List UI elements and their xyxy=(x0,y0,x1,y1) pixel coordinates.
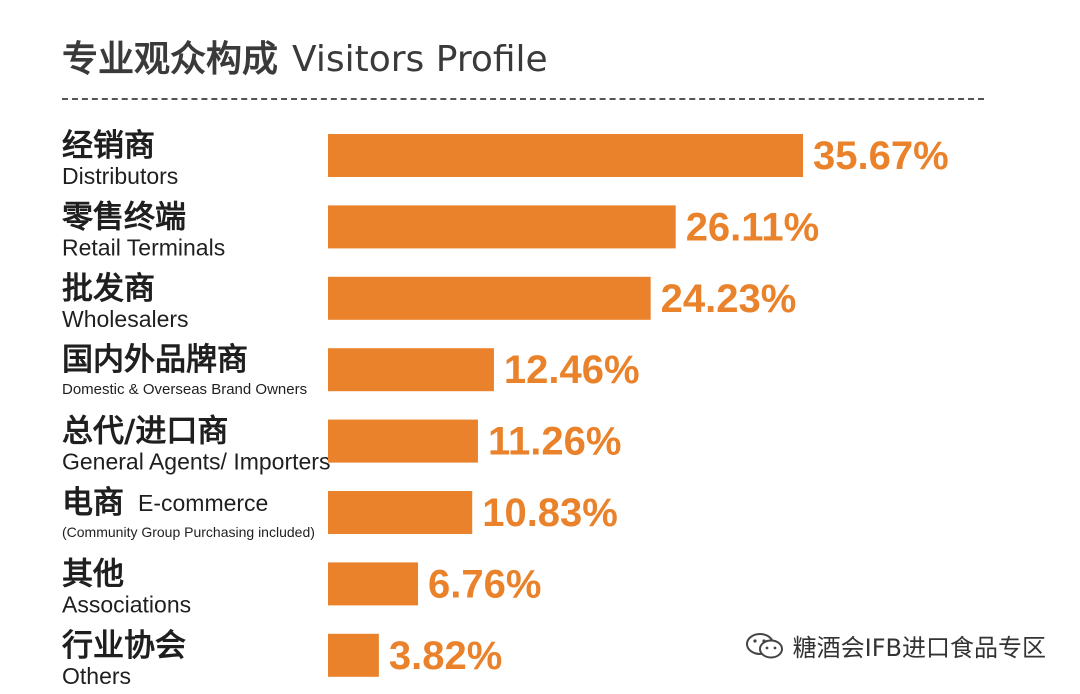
category-label-en: Wholesalers xyxy=(62,306,189,332)
watermark-text: 糖酒会IFB进口食品专区 xyxy=(792,634,1046,662)
bar xyxy=(328,348,494,392)
watermark: 糖酒会IFB进口食品专区 xyxy=(745,628,1046,663)
category-label-note: (Community Group Purchasing included) xyxy=(62,524,315,540)
bar xyxy=(328,633,379,677)
bar xyxy=(328,205,676,249)
bar xyxy=(328,491,473,534)
category-label-en: Distributors xyxy=(62,163,178,189)
category-label-cn: 批发商 xyxy=(62,271,155,307)
bar-value-label: 26.11% xyxy=(686,205,819,249)
category-label-en: Others xyxy=(62,663,131,689)
category-label-en: Domestic & Overseas Brand Owners xyxy=(62,381,307,398)
chart-title-en: Visitors Profile xyxy=(292,39,548,80)
bar xyxy=(328,134,803,177)
bar-value-label: 35.67% xyxy=(813,134,949,178)
category-label-cn: 零售终端 xyxy=(62,199,186,235)
category-label-cn: 经销商 xyxy=(62,128,155,164)
chart-title: 专业观众构成 Visitors Profile xyxy=(62,30,548,82)
category-label-cn: 行业协会 xyxy=(61,628,186,664)
bar xyxy=(328,276,651,320)
category-label-en: Retail Terminals xyxy=(62,234,225,260)
bar-value-label: 3.82% xyxy=(389,634,502,678)
bar-value-label: 11.26% xyxy=(488,420,621,464)
category-label-cn: 总代/进口商 xyxy=(62,414,228,450)
category-label-en: E-commerce xyxy=(138,490,268,516)
category-label-en: General Agents/ Importers xyxy=(62,449,330,475)
category-label-cn: 电商 xyxy=(62,485,124,521)
title-divider xyxy=(62,98,984,100)
category-label-cn: 其他 xyxy=(62,556,124,592)
bar-value-label: 12.46% xyxy=(504,348,640,392)
bar-value-label: 10.83% xyxy=(482,491,618,535)
bar xyxy=(328,562,419,606)
wechat-icon xyxy=(745,632,783,658)
bar-value-label: 6.76% xyxy=(428,562,541,606)
chart-title-cn: 专业观众构成 xyxy=(62,39,279,80)
category-label-cn: 国内外品牌商 xyxy=(62,342,248,378)
category-label-en: Associations xyxy=(62,591,191,617)
bar-value-label: 24.23% xyxy=(661,277,797,321)
bar xyxy=(328,419,478,463)
